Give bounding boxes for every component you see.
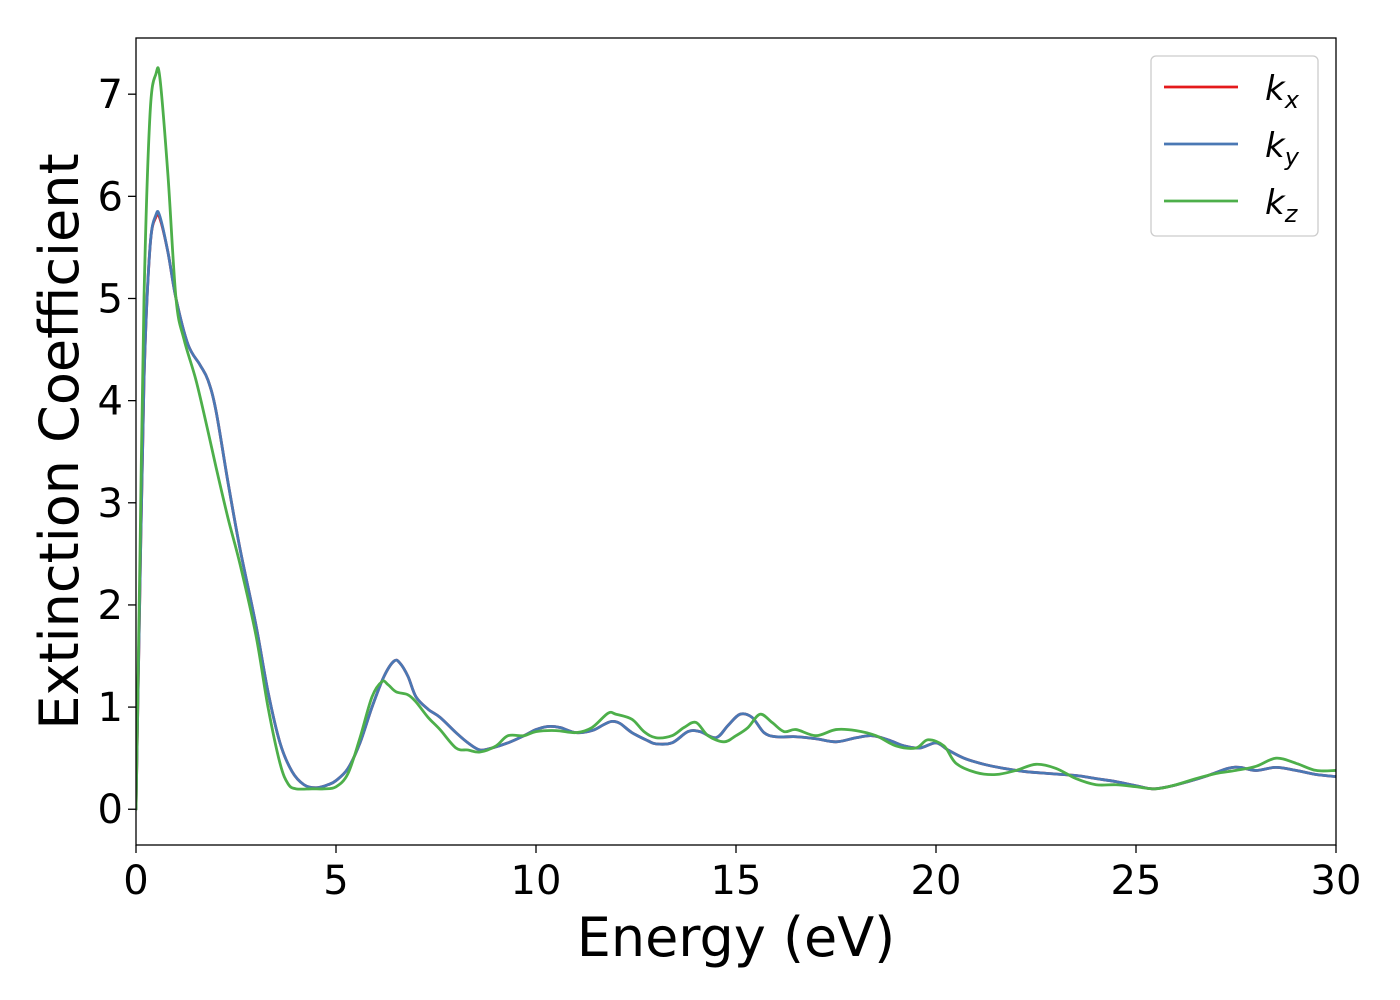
x-tick-label: 0 [123,858,148,904]
x-tick-label: 30 [1311,858,1362,904]
legend-label-kz: kz [1265,183,1299,228]
legend-label-ky: ky [1265,126,1300,171]
y-tick-label: 0 [98,787,123,833]
y-tick-label: 5 [98,276,123,322]
series-line-ky [136,210,1336,811]
y-tick-label: 4 [98,379,123,425]
legend: kx ky kz [1150,55,1319,237]
series-line-kx [136,212,1336,811]
x-axis: 0 5 10 15 20 25 30 [123,845,1361,904]
y-axis-title: Extinction Coefficient [28,153,91,729]
x-tick-label: 15 [711,858,762,904]
x-tick-label: 10 [511,858,562,904]
series-layer [136,66,1336,811]
y-tick-label: 1 [98,685,123,731]
y-tick-label: 7 [98,72,123,118]
x-tick-label: 5 [323,858,348,904]
legend-box [1150,55,1319,237]
legend-label-kx: kx [1265,69,1300,114]
x-axis-title: Energy (eV) [577,906,896,969]
series-line-kz [136,66,1336,811]
x-tick-label: 25 [1111,858,1162,904]
x-tick-label: 20 [911,858,962,904]
y-axis: 0 1 2 3 4 5 6 7 [98,72,136,833]
y-tick-label: 3 [98,481,123,527]
y-tick-label: 6 [98,174,123,220]
y-tick-label: 2 [98,583,123,629]
